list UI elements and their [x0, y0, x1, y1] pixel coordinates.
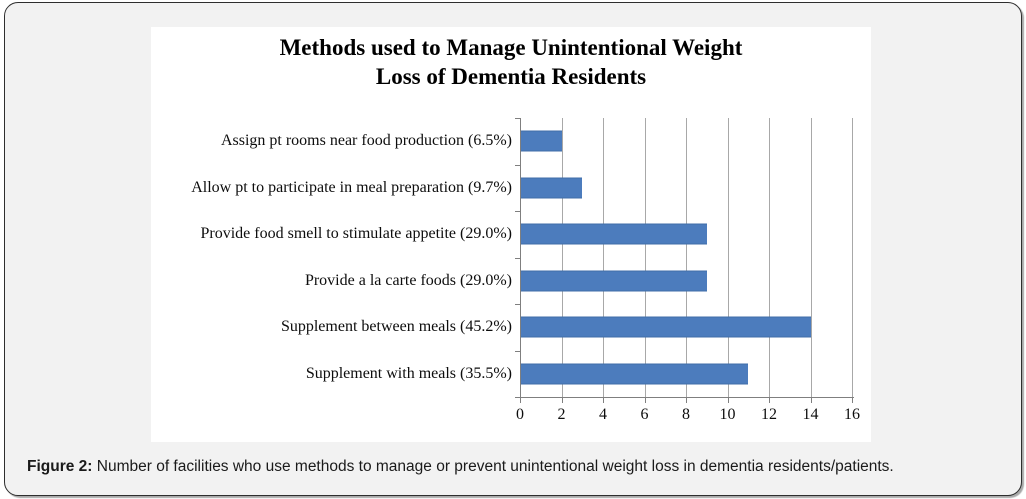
figure-caption-text: Number of facilities who use methods to …	[96, 458, 894, 475]
y-axis-tick	[515, 397, 520, 398]
y-axis-tick	[515, 258, 520, 259]
chart-title: Methods used to Manage Unintentional Wei…	[151, 33, 871, 91]
bar-track	[520, 165, 871, 212]
x-axis-tick	[644, 397, 646, 403]
x-axis-line	[520, 397, 854, 398]
bar-track	[520, 351, 871, 398]
y-axis-tick	[515, 304, 520, 305]
category-label: Provide a la carte foods (29.0%)	[304, 271, 512, 289]
figure-caption-label: Figure 2:	[27, 458, 93, 475]
gridline-x-6	[644, 118, 646, 397]
bar-track	[520, 211, 871, 258]
x-axis-tick	[686, 397, 687, 403]
x-tick-label-6: 6	[640, 406, 649, 423]
bar-track	[520, 258, 871, 305]
chart-row: Provide food smell to stimulate appetite…	[151, 211, 871, 258]
x-axis-tick	[603, 397, 604, 403]
x-tick-label-14: 14	[802, 406, 819, 423]
category-label: Assign pt rooms near food production (6.…	[220, 132, 512, 150]
gridline-x-16	[852, 118, 853, 397]
gridlines	[520, 118, 854, 397]
y-axis-tick	[515, 351, 520, 352]
chart-title-line-2: Loss of Dementia Residents	[375, 64, 647, 89]
x-axis-tick	[810, 397, 812, 403]
chart-row: Assign pt rooms near food production (6.…	[151, 118, 871, 165]
x-tick-label-12: 12	[761, 406, 777, 423]
gridline-x-14	[810, 118, 812, 397]
bar-4	[520, 316, 811, 338]
category-label: Supplement with meals (35.5%)	[305, 364, 512, 382]
bar-1	[520, 177, 583, 199]
gridline-x-2	[561, 118, 563, 397]
bar-rows: Assign pt rooms near food production (6.…	[151, 118, 871, 397]
category-label: Allow pt to participate in meal preparat…	[191, 178, 512, 196]
bar-2	[520, 223, 707, 245]
category-label: Provide food smell to stimulate appetite…	[200, 225, 513, 243]
gridline-x-12	[769, 118, 770, 397]
chart-row: Supplement between meals (45.2%)	[151, 304, 871, 351]
chart-title-line-1: Methods used to Manage Unintentional Wei…	[279, 35, 743, 60]
y-axis-tick	[515, 118, 520, 119]
chart-row: Supplement with meals (35.5%)	[151, 351, 871, 398]
chart-panel: Methods used to Manage Unintentional Wei…	[151, 27, 871, 442]
y-axis-tick	[515, 211, 520, 212]
chart-row: Allow pt to participate in meal preparat…	[151, 165, 871, 212]
category-label: Supplement between meals (45.2%)	[280, 318, 512, 336]
x-tick-label-4: 4	[599, 406, 607, 423]
gridline-x-8	[686, 118, 687, 397]
bar-3	[520, 270, 707, 292]
x-tick-label-10: 10	[719, 406, 736, 423]
x-tick-label-0: 0	[516, 406, 524, 423]
gridline-x-4	[603, 118, 604, 397]
x-axis-tick	[852, 397, 853, 403]
bar-5	[520, 363, 749, 385]
bar-track	[520, 304, 871, 351]
bar-track	[520, 118, 871, 165]
plot-area: Assign pt rooms near food production (6.…	[151, 118, 871, 423]
x-axis-tick	[727, 397, 729, 403]
x-tick-label-16: 16	[844, 406, 860, 423]
chart-row: Provide a la carte foods (29.0%)	[151, 258, 871, 305]
x-tick-label-8: 8	[682, 406, 690, 423]
bar-0	[520, 130, 562, 152]
x-axis-tick	[520, 397, 521, 403]
x-tick-label-2: 2	[557, 406, 566, 423]
x-axis-tick	[769, 397, 770, 403]
x-axis-tick	[561, 397, 563, 403]
y-axis-line	[520, 118, 521, 398]
figure-card: Methods used to Manage Unintentional Wei…	[4, 2, 1022, 496]
figure-caption: Figure 2: Number of facilities who use m…	[27, 458, 1007, 476]
gridline-x-10	[727, 118, 729, 397]
y-axis-tick	[515, 165, 520, 166]
